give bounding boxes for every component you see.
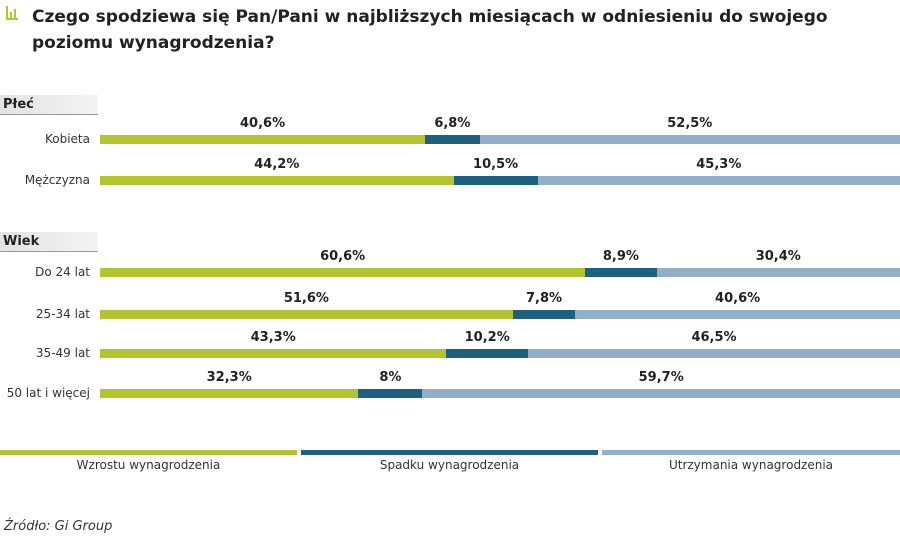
- bar-segment-maintain: [479, 135, 900, 144]
- chart-title: Czego spodziewa się Pan/Pani w najbliższ…: [32, 7, 828, 53]
- data-label: 44,2%: [254, 157, 300, 172]
- legend-label-maintain: Utrzymania wynagrodzenia: [668, 458, 834, 472]
- bar-segment-increase: [100, 389, 359, 398]
- bar-segment-decrease: [453, 176, 538, 185]
- data-label: 40,6%: [240, 116, 286, 131]
- bar-segment-decrease: [446, 349, 528, 358]
- bar-segment-maintain: [528, 349, 900, 358]
- legend-label-decrease: Spadku wynagrodzenia: [379, 458, 520, 472]
- bar-segment-increase: [100, 349, 447, 358]
- group-header-1: Płeć: [0, 95, 98, 115]
- data-label: 52,5%: [667, 116, 713, 131]
- data-label: 8,9%: [602, 249, 639, 264]
- bar-segment-decrease: [358, 389, 423, 398]
- row-label: 50 lat i więcej: [6, 386, 90, 400]
- data-label: 43,3%: [250, 330, 296, 345]
- data-label: 45,3%: [696, 157, 742, 172]
- data-label: 7,8%: [525, 291, 563, 306]
- bar-segment-increase: [100, 135, 426, 144]
- data-label: 10,2%: [464, 330, 510, 345]
- bar-segment-increase: [100, 310, 513, 319]
- data-label: 32,3%: [206, 370, 252, 385]
- data-label: 46,5%: [691, 330, 737, 345]
- row-label: 35-49 lat: [35, 346, 90, 360]
- data-label: 59,7%: [638, 370, 684, 385]
- row-label: 25-34 lat: [35, 307, 90, 321]
- legend-swatch-decrease: [301, 450, 598, 455]
- data-label: 40,6%: [715, 291, 761, 306]
- legend-label-increase: Wzrostu wynagrodzenia: [76, 458, 221, 472]
- bar-segment-increase: [100, 268, 586, 277]
- source-note: Źródło: Gi Group: [4, 519, 113, 534]
- bar-segment-maintain: [537, 176, 900, 185]
- data-label: 51,6%: [283, 291, 329, 306]
- bar-segment-increase: [100, 176, 454, 185]
- bar-segment-maintain: [575, 310, 900, 319]
- data-label: 10,5%: [473, 157, 519, 172]
- bar-segment-decrease: [585, 268, 657, 277]
- bar-chart-icon: [6, 6, 18, 20]
- data-label: 6,8%: [434, 116, 471, 131]
- legend-swatch-maintain: [602, 450, 900, 455]
- row-label: Do 24 lat: [35, 265, 90, 279]
- bar-segment-decrease: [425, 135, 480, 144]
- data-label: 60,6%: [320, 249, 366, 264]
- row-label: Kobieta: [44, 132, 90, 146]
- data-label: 8%: [379, 370, 402, 385]
- bar-segment-maintain: [422, 389, 900, 398]
- legend-swatch-increase: [0, 450, 297, 455]
- group-header-2: Wiek: [0, 232, 98, 252]
- row-label: Mężczyzna: [24, 173, 90, 187]
- bar-segment-decrease: [512, 310, 576, 319]
- data-label: 30,4%: [755, 249, 801, 264]
- bar-segment-maintain: [656, 268, 900, 277]
